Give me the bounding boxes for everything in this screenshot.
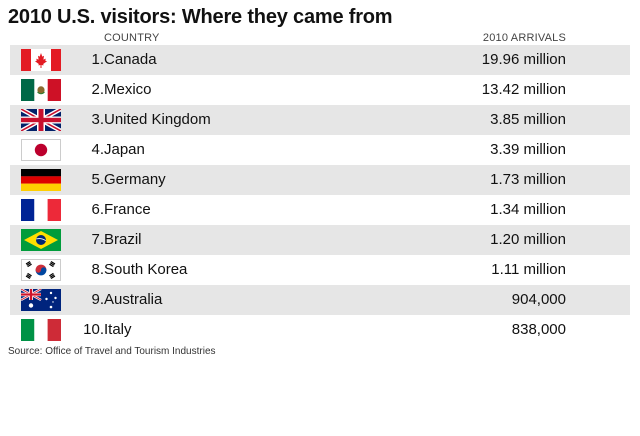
- arrivals-value: 1.73 million: [490, 171, 566, 188]
- arrivals-value: 3.85 million: [490, 111, 566, 128]
- rank-label: 10.: [83, 321, 104, 338]
- table-row: 2. Mexico 13.42 million: [10, 75, 630, 105]
- arrivals-value: 838,000: [511, 321, 566, 338]
- table-row: 8. South Korea 1.11 million: [10, 255, 630, 285]
- france-flag-icon: [21, 199, 61, 221]
- country-label: Mexico: [104, 81, 152, 98]
- south-korea-flag-icon: [21, 259, 61, 281]
- rank-label: 9.: [91, 291, 104, 308]
- rank-label: 7.: [91, 231, 104, 248]
- brazil-flag-icon: [21, 229, 61, 251]
- arrivals-value: 1.20 million: [490, 231, 566, 248]
- arrivals-value: 1.34 million: [490, 201, 566, 218]
- table-row: 1. Canada 19.96 million: [10, 45, 630, 75]
- rank-label: 4.: [91, 141, 104, 158]
- rank-label: 2.: [91, 81, 104, 98]
- germany-flag-icon: [21, 169, 61, 191]
- table-row: 6. France 1.34 million: [10, 195, 630, 225]
- column-header-country: COUNTRY: [104, 32, 160, 44]
- table-row: 7. Brazil 1.20 million: [10, 225, 630, 255]
- rank-label: 5.: [91, 171, 104, 188]
- country-label: Italy: [104, 321, 132, 338]
- country-label: Japan: [104, 141, 145, 158]
- rank-label: 8.: [91, 261, 104, 278]
- table-row: 10. Italy 838,000: [10, 315, 630, 345]
- country-label: France: [104, 201, 151, 218]
- rank-label: 1.: [91, 51, 104, 68]
- visitors-table: 1. Canada 19.96 million 2. Mexico 13.42 …: [10, 45, 630, 345]
- table-row: 9. Australia 904,000: [10, 285, 630, 315]
- arrivals-value: 13.42 million: [481, 81, 566, 98]
- source-note: Source: Office of Travel and Tourism Ind…: [8, 346, 216, 357]
- column-header-arrivals: 2010 ARRIVALS: [482, 32, 566, 44]
- italy-flag-icon: [21, 319, 61, 341]
- arrivals-value: 3.39 million: [490, 141, 566, 158]
- rank-label: 6.: [91, 201, 104, 218]
- country-label: Canada: [104, 51, 157, 68]
- japan-flag-icon: [21, 139, 61, 161]
- table-row: 5. Germany 1.73 million: [10, 165, 630, 195]
- rank-label: 3.: [91, 111, 104, 128]
- uk-flag-icon: [21, 109, 61, 131]
- table-row: 3. United Kingdom 3.85 million: [10, 105, 630, 135]
- chart-title: 2010 U.S. visitors: Where they came from: [8, 6, 393, 28]
- canada-flag-icon: [21, 49, 61, 71]
- arrivals-value: 19.96 million: [481, 51, 566, 68]
- country-label: Brazil: [104, 231, 142, 248]
- country-label: Australia: [104, 291, 163, 308]
- arrivals-value: 904,000: [511, 291, 566, 308]
- mexico-flag-icon: [21, 79, 61, 101]
- arrivals-value: 1.11 million: [491, 261, 566, 278]
- country-label: South Korea: [104, 261, 188, 278]
- australia-flag-icon: [21, 289, 61, 311]
- table-row: 4. Japan 3.39 million: [10, 135, 630, 165]
- country-label: Germany: [104, 171, 166, 188]
- country-label: United Kingdom: [104, 111, 211, 128]
